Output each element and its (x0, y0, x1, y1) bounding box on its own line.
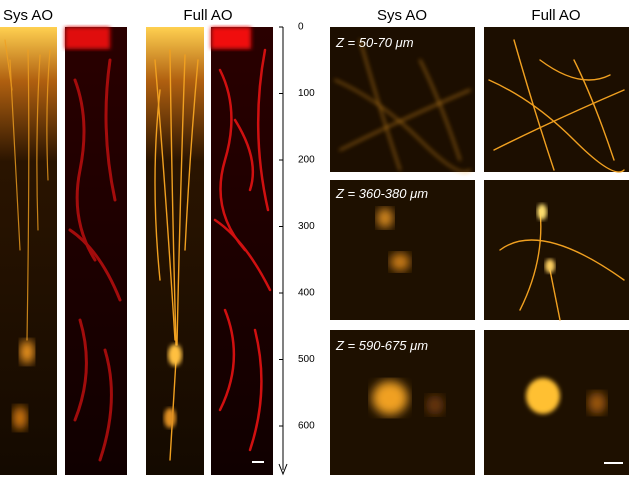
tick-label: 0 (298, 22, 304, 33)
panel-header: Full AO (531, 7, 580, 24)
vessel (65, 27, 110, 49)
tick-label: 400 (298, 288, 315, 299)
image (484, 180, 629, 320)
soma (377, 208, 393, 228)
image (65, 27, 127, 475)
tick-label: 500 (298, 354, 315, 365)
image (211, 27, 273, 475)
soma (13, 406, 27, 430)
soma (526, 378, 560, 414)
soma (168, 344, 182, 366)
scale-bar (252, 461, 264, 463)
panel-header: Sys AO (3, 7, 53, 24)
soma (426, 395, 444, 415)
vessels (68, 58, 122, 462)
tick-label: 200 (298, 155, 315, 166)
soma (390, 253, 410, 271)
image (330, 27, 475, 172)
soma (20, 340, 34, 364)
soma (372, 381, 408, 415)
neurites (4, 39, 51, 341)
tick-label: 300 (298, 221, 315, 232)
soma (537, 204, 547, 220)
image (484, 27, 629, 172)
vessel (211, 27, 251, 49)
axis-arrow (278, 463, 288, 476)
image (330, 180, 475, 320)
soma (164, 408, 176, 428)
soma (545, 259, 555, 273)
panel-header: Sys AO (377, 7, 427, 24)
neurites (488, 39, 625, 173)
depth-label: Z = 360-380 μm (335, 186, 428, 201)
tick-label: 600 (298, 421, 315, 432)
scale-bar (604, 462, 623, 464)
depth-label: Z = 590-675 μm (335, 338, 428, 353)
neurites (499, 209, 625, 321)
neurites (334, 39, 471, 173)
vessels (213, 48, 272, 452)
tick-label: 100 (298, 88, 315, 99)
depth-label: Z = 50-70 μm (335, 35, 414, 50)
panel-header: Full AO (183, 7, 232, 24)
depth-axis: 0 100 200 300 400 500 600 (279, 22, 315, 432)
soma (588, 392, 606, 414)
